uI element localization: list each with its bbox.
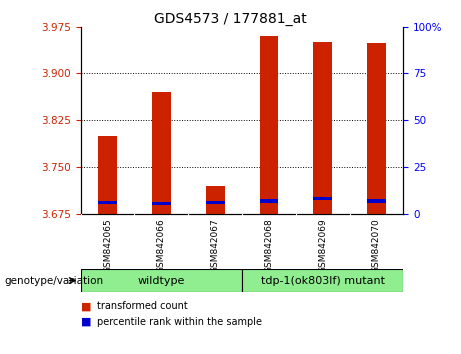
Bar	[98, 201, 117, 204]
Bar	[313, 197, 332, 200]
Bar	[367, 199, 386, 202]
Text: GSM842069: GSM842069	[318, 218, 327, 273]
Text: GSM842066: GSM842066	[157, 218, 166, 273]
Text: GSM842067: GSM842067	[211, 218, 219, 273]
Text: ■: ■	[81, 317, 91, 327]
Bar	[81, 269, 242, 292]
Bar	[206, 186, 225, 214]
Text: tdp-1(ok803lf) mutant: tdp-1(ok803lf) mutant	[261, 275, 384, 286]
Text: GSM842070: GSM842070	[372, 218, 381, 273]
Bar	[206, 201, 225, 204]
Text: GDS4573 / 177881_at: GDS4573 / 177881_at	[154, 12, 307, 27]
Bar	[367, 44, 386, 214]
Text: transformed count: transformed count	[97, 301, 188, 311]
Bar	[260, 199, 278, 202]
Text: ■: ■	[81, 301, 91, 311]
Bar	[152, 92, 171, 214]
Bar	[242, 269, 403, 292]
Bar	[98, 136, 117, 214]
Bar	[152, 202, 171, 205]
Text: genotype/variation: genotype/variation	[5, 275, 104, 286]
Text: GSM842068: GSM842068	[265, 218, 273, 273]
Bar	[313, 42, 332, 214]
Text: wildtype: wildtype	[138, 275, 185, 286]
Text: GSM842065: GSM842065	[103, 218, 112, 273]
Text: percentile rank within the sample: percentile rank within the sample	[97, 317, 262, 327]
Bar	[260, 36, 278, 214]
